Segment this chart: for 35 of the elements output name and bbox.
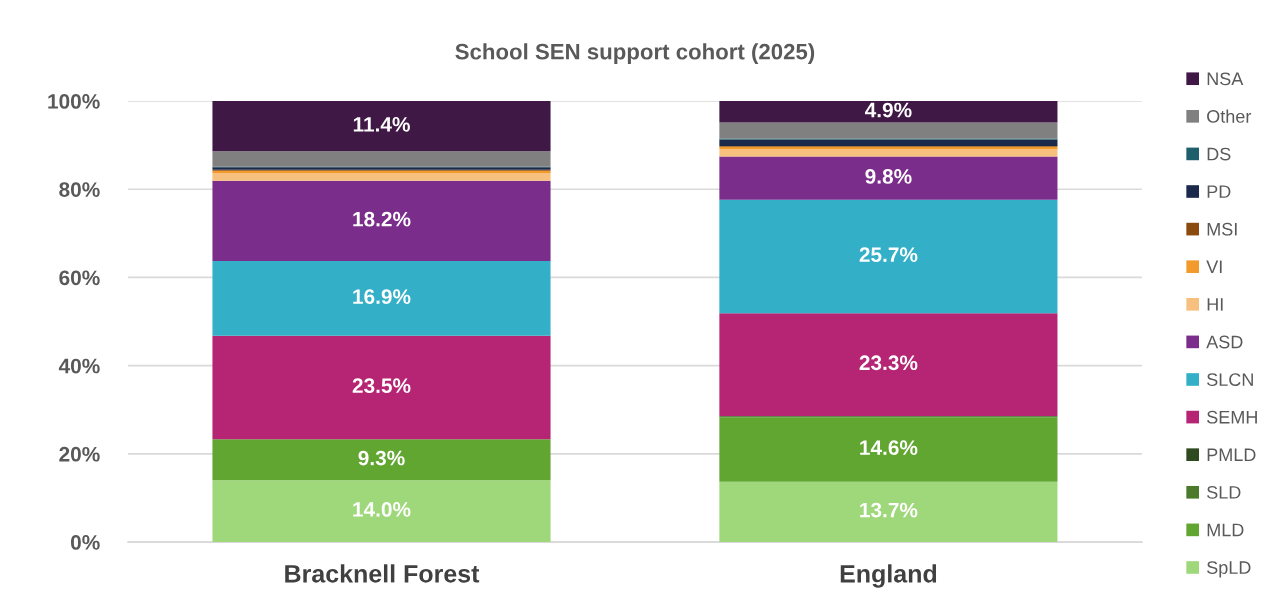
data-label: 14.6%	[860, 440, 918, 456]
legend-label: VI	[1206, 260, 1222, 274]
y-tick-label: 20%	[59, 446, 100, 462]
legend-label: HI	[1207, 298, 1223, 311]
data-label: 23.5%	[352, 378, 411, 394]
legend-label: SLCN	[1207, 373, 1253, 386]
legend-label: SLD	[1207, 485, 1241, 499]
data-label: 4.9%	[864, 102, 912, 118]
legend-label: MLD	[1207, 523, 1244, 537]
data-label: 18.2%	[353, 211, 411, 227]
data-label: 14.0%	[353, 502, 411, 517]
x-tick-label: England	[840, 564, 937, 588]
data-label: 11.4%	[353, 117, 410, 132]
data-label: 16.9%	[353, 289, 411, 304]
legend-label: NSA	[1207, 72, 1244, 86]
legend-label: MSI	[1207, 222, 1237, 236]
legend-label: SEMH	[1207, 410, 1257, 424]
legend-label: PD	[1207, 185, 1231, 198]
legend-label: PMLD	[1207, 448, 1256, 461]
data-label: 13.7%	[860, 502, 918, 518]
y-tick-label: 60%	[59, 270, 100, 286]
data-label: 23.3%	[859, 355, 918, 371]
data-label: 25.7%	[859, 247, 918, 263]
data-label: 9.3%	[358, 450, 405, 466]
y-tick-label: 0%	[70, 535, 100, 550]
legend-label: ASD	[1206, 335, 1243, 349]
y-tick-label: 80%	[59, 182, 100, 197]
data-label: 9.8%	[865, 169, 912, 184]
legend-label: SpLD	[1207, 561, 1251, 578]
y-tick-label: 100%	[48, 94, 100, 109]
x-tick-label: Bracknell Forest	[285, 564, 480, 583]
legend-label: Other	[1207, 109, 1252, 123]
y-tick-label: 40%	[58, 358, 100, 374]
chart-title: School SEN support cohort (2025)	[455, 43, 815, 64]
legend-label: DS	[1207, 147, 1231, 161]
